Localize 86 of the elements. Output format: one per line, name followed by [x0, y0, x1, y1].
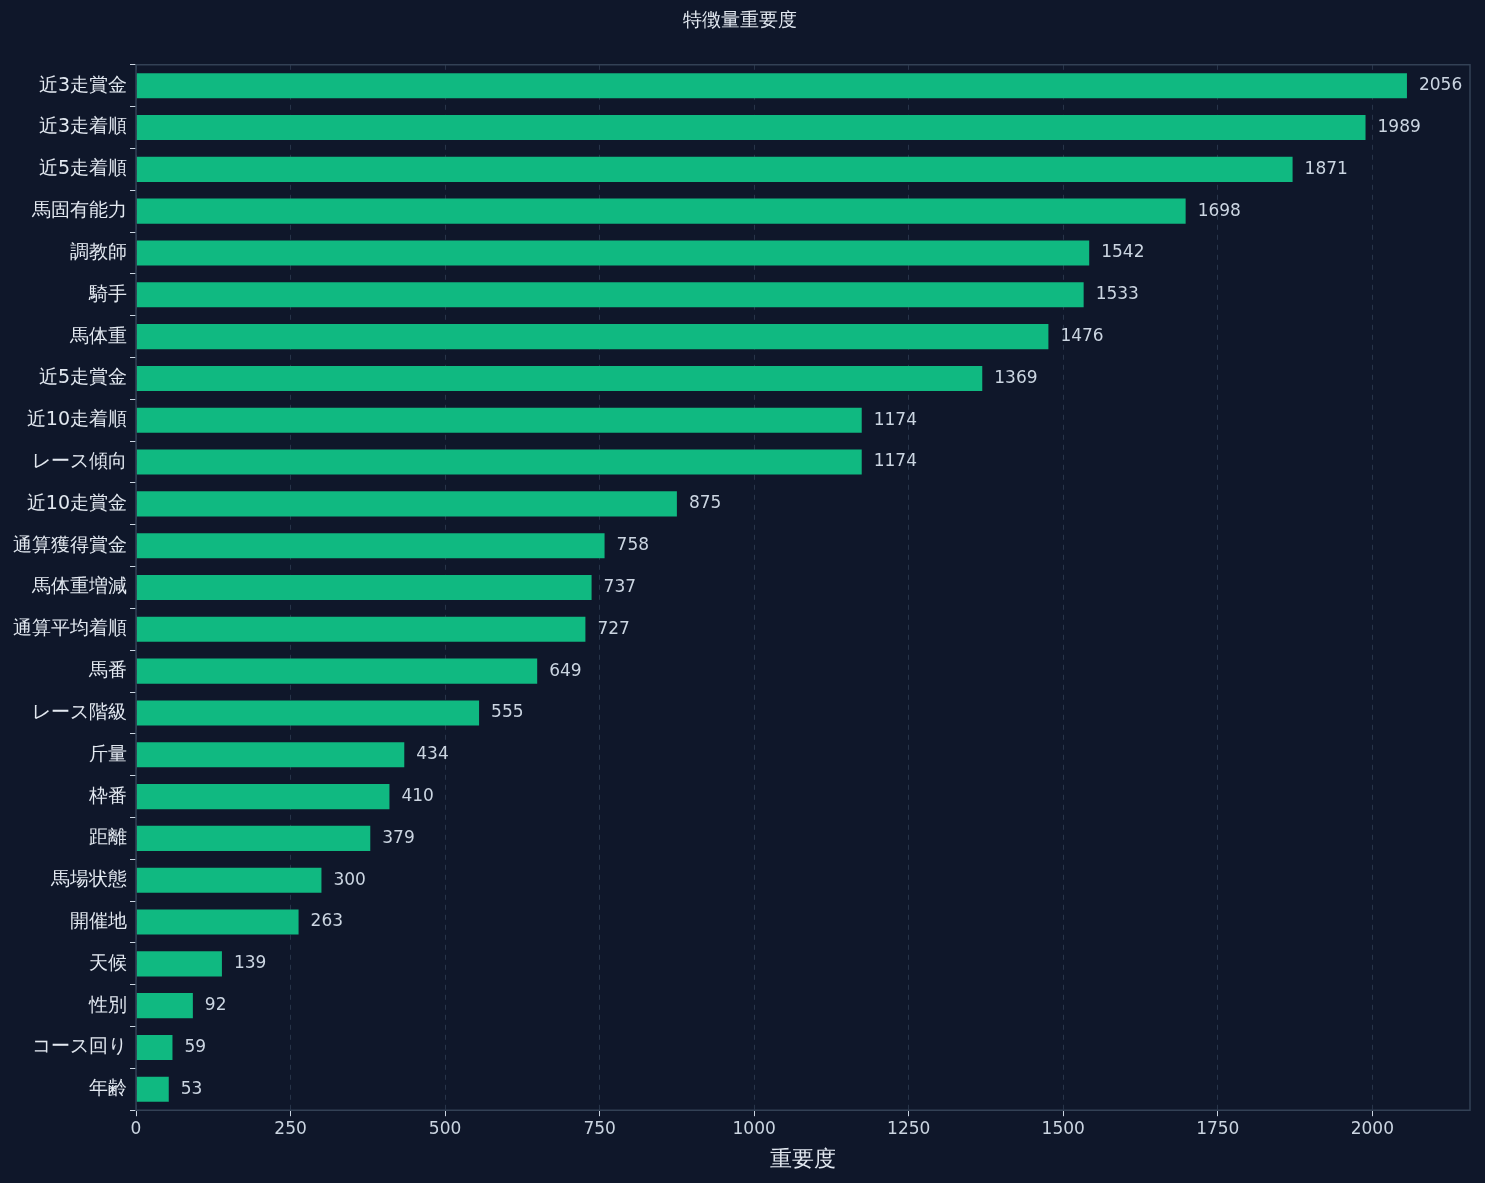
y-tick-label: 性別 [88, 992, 127, 1015]
bar [136, 198, 1186, 224]
x-tick-label: 0 [130, 1117, 142, 1138]
y-tick-label: レース階級 [32, 699, 127, 722]
x-tick-label: 2000 [1350, 1117, 1394, 1138]
data-label: 1542 [1101, 241, 1145, 262]
data-label: 649 [549, 659, 582, 680]
x-tick-label: 750 [583, 1117, 616, 1138]
data-label: 1871 [1304, 157, 1348, 178]
bar [136, 73, 1407, 99]
data-label: 139 [233, 952, 267, 973]
y-tick-label: 馬固有能力 [31, 198, 127, 221]
x-tick-label: 250 [274, 1117, 307, 1138]
bar [136, 533, 605, 559]
y-tick-label: 近10走着順 [26, 407, 127, 430]
y-tick-label: 騎手 [88, 281, 127, 304]
bar [136, 742, 405, 768]
y-tick-label: 近3走賞金 [38, 72, 127, 95]
data-label: 300 [333, 868, 366, 889]
y-tick-label: 開催地 [70, 908, 127, 931]
y-tick-label: 近10走賞金 [26, 490, 127, 513]
x-tick-label: 500 [428, 1117, 462, 1138]
y-tick-label: 近3走着順 [38, 114, 127, 137]
data-label: 1369 [994, 366, 1038, 387]
data-label: 410 [401, 785, 434, 805]
bar [136, 867, 322, 893]
data-label: 555 [491, 701, 524, 722]
data-label: 1174 [873, 408, 917, 429]
bar [136, 114, 1366, 141]
y-tick-label: 斤量 [89, 741, 127, 764]
bar [136, 951, 222, 977]
x-tick-label: 1750 [1196, 1117, 1240, 1138]
chart-title: 特徴量重要度 [683, 8, 797, 31]
bar [136, 1034, 173, 1061]
bar [136, 700, 480, 726]
data-label: 434 [416, 743, 449, 764]
data-label: 2056 [1418, 74, 1463, 95]
y-tick-label: 天候 [89, 950, 127, 973]
x-tick-label: 1000 [732, 1117, 776, 1138]
bar [136, 784, 390, 810]
data-label: 758 [616, 534, 650, 555]
bar [136, 1076, 169, 1102]
data-label: 727 [597, 617, 630, 638]
data-label: 379 [382, 826, 415, 847]
bar [136, 282, 1084, 308]
y-tick-label: 通算獲得賞金 [13, 532, 127, 555]
y-tick-label: 通算平均着順 [13, 616, 127, 639]
data-label: 263 [310, 910, 344, 931]
y-tick-label: 馬場状態 [50, 867, 127, 890]
data-label: 92 [204, 994, 227, 1015]
bar [136, 156, 1293, 182]
data-label: 1476 [1060, 325, 1104, 346]
data-label: 1533 [1095, 283, 1139, 304]
y-tick-label: コース回り [32, 1034, 127, 1057]
bar [136, 240, 1090, 266]
y-tick-label: 距離 [89, 825, 127, 848]
data-label: 1989 [1377, 115, 1421, 136]
y-tick-label: 枠番 [88, 783, 127, 806]
x-axis-title: 重要度 [770, 1145, 836, 1171]
y-tick-label: 馬体重増減 [31, 574, 127, 597]
bar [136, 909, 299, 935]
x-tick-label: 1250 [887, 1117, 931, 1138]
bar [136, 616, 586, 642]
y-tick-label: レース傾向 [32, 448, 127, 471]
data-label: 53 [180, 1077, 203, 1098]
data-label: 875 [688, 492, 722, 513]
bar [136, 324, 1049, 350]
bar [136, 407, 862, 433]
bar [136, 449, 862, 475]
y-tick-label: 年齢 [89, 1076, 127, 1099]
y-tick-label: 近5走賞金 [38, 365, 127, 388]
data-label: 1698 [1197, 199, 1241, 220]
bar [136, 658, 538, 684]
bar [136, 825, 371, 851]
bar [136, 574, 592, 601]
x-tick-label: 1500 [1041, 1117, 1085, 1138]
y-tick-label: 近5走着順 [38, 156, 127, 179]
data-label: 59 [184, 1035, 207, 1056]
bar [136, 491, 677, 517]
bar [136, 365, 983, 391]
y-tick-label: 馬体重 [69, 323, 127, 346]
data-label: 1174 [873, 450, 917, 471]
bar [136, 993, 193, 1019]
y-tick-label: 馬番 [88, 658, 127, 681]
data-label: 737 [603, 575, 637, 596]
y-tick-label: 調教師 [70, 239, 127, 262]
